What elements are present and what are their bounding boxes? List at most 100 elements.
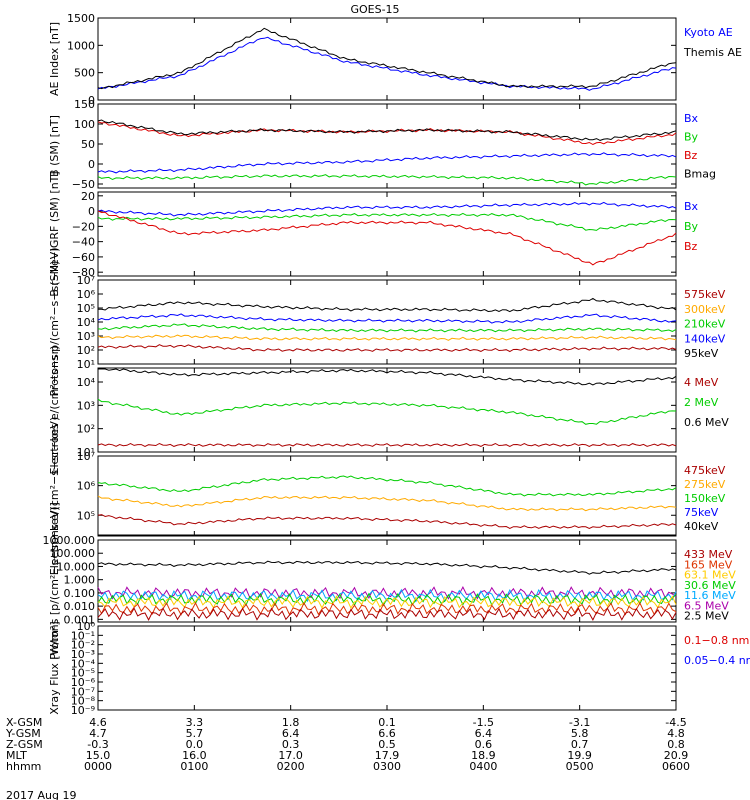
footer-cell: 0100: [180, 760, 208, 773]
series-line: [97, 334, 677, 341]
y-tick-label: 10⁶: [77, 480, 96, 493]
series-line: [98, 297, 677, 313]
legend-entry: Bz: [684, 240, 698, 253]
series-line: [97, 475, 677, 497]
footer-cell: 0000: [84, 760, 112, 773]
y-tick-label: 20: [81, 190, 95, 203]
legend-entry: 63.1 MeV: [684, 569, 736, 582]
panel-frame: [97, 367, 677, 453]
legend-entry: 433 MeV: [684, 548, 733, 561]
y-tick-label: 10⁻³: [71, 648, 95, 661]
y-axis-label: AE Index [nT]: [48, 22, 61, 96]
y-tick-label: 10⁻⁹: [71, 704, 95, 717]
footer-cell: 0400: [469, 760, 497, 773]
footer-cell: 6.6: [378, 727, 396, 740]
footer-cell: 0.0: [186, 738, 204, 751]
y-tick-label: 150: [74, 98, 95, 111]
footer-cell: 0.8: [667, 738, 685, 751]
footer-row-label: MLT: [6, 749, 27, 762]
y-tick-label: 100.000: [50, 547, 96, 560]
footer-cell: -1.5: [473, 716, 494, 729]
y-tick-label: 0.010: [64, 600, 96, 613]
series-line: [97, 36, 677, 91]
legend-entry: 0.6 MeV: [684, 416, 729, 429]
y-tick-label: 10⁻⁴: [71, 657, 96, 670]
y-tick-label: 10⁵: [77, 302, 95, 315]
series-line: [97, 27, 677, 90]
legend-entry: 30.6 MeV: [684, 579, 736, 592]
footer-cell: 4.6: [89, 716, 107, 729]
panel-5: 10⁵ 10⁶ 10⁷ Electrons e/(cm²−s−sr−keV) 475ke…: [48, 417, 726, 575]
y-tick-label: 0: [88, 158, 95, 171]
y-tick-label: 1000: [67, 39, 95, 52]
y-tick-label: 1500: [67, 12, 95, 25]
footer-cell: 0.3: [282, 738, 300, 751]
y-axis-label: Protons [p/(cm²−s−sr−keV)]: [48, 502, 61, 660]
series-line: [97, 210, 677, 266]
footer-cell: 5.8: [571, 727, 589, 740]
y-tick-label: 10⁰: [77, 620, 96, 633]
chart-title: GOES-15: [350, 3, 399, 16]
series-line: [97, 495, 677, 512]
series-line: [97, 588, 677, 603]
y-tick-label: 10¹: [77, 358, 95, 371]
legend-entry: Bx: [684, 200, 699, 213]
series-line: [97, 119, 677, 141]
y-tick-label: 0.100: [64, 587, 96, 600]
y-axis-label: B (SM)−IGRF (SM) [nT]: [48, 171, 61, 296]
series-line: [98, 368, 677, 386]
legend-entry: 275keV: [684, 478, 726, 491]
y-tick-label: −80: [72, 266, 95, 279]
footer-row-label: X-GSM: [6, 716, 42, 729]
panel-frame: [97, 279, 677, 365]
y-tick-label: 10⁴: [77, 316, 96, 329]
y-tick-label: 50: [81, 138, 95, 151]
legend-entry: Bmag: [684, 168, 716, 181]
y-tick-label: −40: [72, 236, 95, 249]
legend-entry: 6.5 MeV: [684, 599, 729, 612]
footer-cell: -0.3: [87, 738, 108, 751]
series-line: [97, 212, 677, 231]
y-tick-label: −60: [72, 251, 95, 264]
y-tick-label: 10¹: [77, 446, 95, 459]
legend-entry: 165 MeV: [684, 558, 733, 571]
y-tick-label: 10⁷: [77, 274, 95, 287]
y-tick-label: 10²: [77, 423, 95, 436]
y-tick-label: 10⁻²: [71, 639, 95, 652]
series-line: [97, 152, 677, 174]
footer-cell: 0.6: [475, 738, 493, 751]
footer-cell: 20.9: [664, 749, 689, 762]
y-tick-label: 10³: [77, 330, 95, 343]
legend-entry: 11.6 MeV: [684, 589, 736, 602]
legend-entry: 210keV: [684, 318, 726, 331]
y-tick-label: 10⁻⁸: [71, 695, 96, 708]
footer-cell: 16.0: [182, 749, 207, 762]
footer-cell: 0.5: [378, 738, 396, 751]
y-tick-label: 10⁻⁶: [71, 676, 96, 689]
legend-entry: 0.05−0.4 nm: [684, 654, 750, 667]
footer-cell: 4.8: [667, 727, 685, 740]
legend-entry: Themis AE: [683, 46, 742, 59]
y-tick-label: 10²: [77, 344, 95, 357]
series-line: [97, 313, 677, 324]
footer-cell: 4.7: [89, 727, 107, 740]
panel-frame: [97, 625, 677, 711]
footer-table: X-GSM 4.6 3.3 1.8 0.1 -1.5 -3.1 -4.5 Y-GSM 4.7 5.7…: [5, 716, 690, 773]
panel-frame: [97, 17, 677, 101]
y-tick-label: 1.000: [64, 574, 96, 587]
series-line: [97, 585, 677, 600]
legend-entry: 475keV: [684, 464, 726, 477]
footer-cell: -4.5: [665, 716, 686, 729]
footer-row-label: hhmm: [6, 760, 41, 773]
legend-entry: 40keV: [684, 520, 719, 533]
footer-cell: 5.7: [186, 727, 204, 740]
series-line: [97, 201, 677, 217]
y-tick-label: 1000.000: [43, 534, 96, 547]
y-tick-label: −20: [72, 220, 95, 233]
y-axis-label: B (SM) [nT]: [48, 115, 61, 177]
